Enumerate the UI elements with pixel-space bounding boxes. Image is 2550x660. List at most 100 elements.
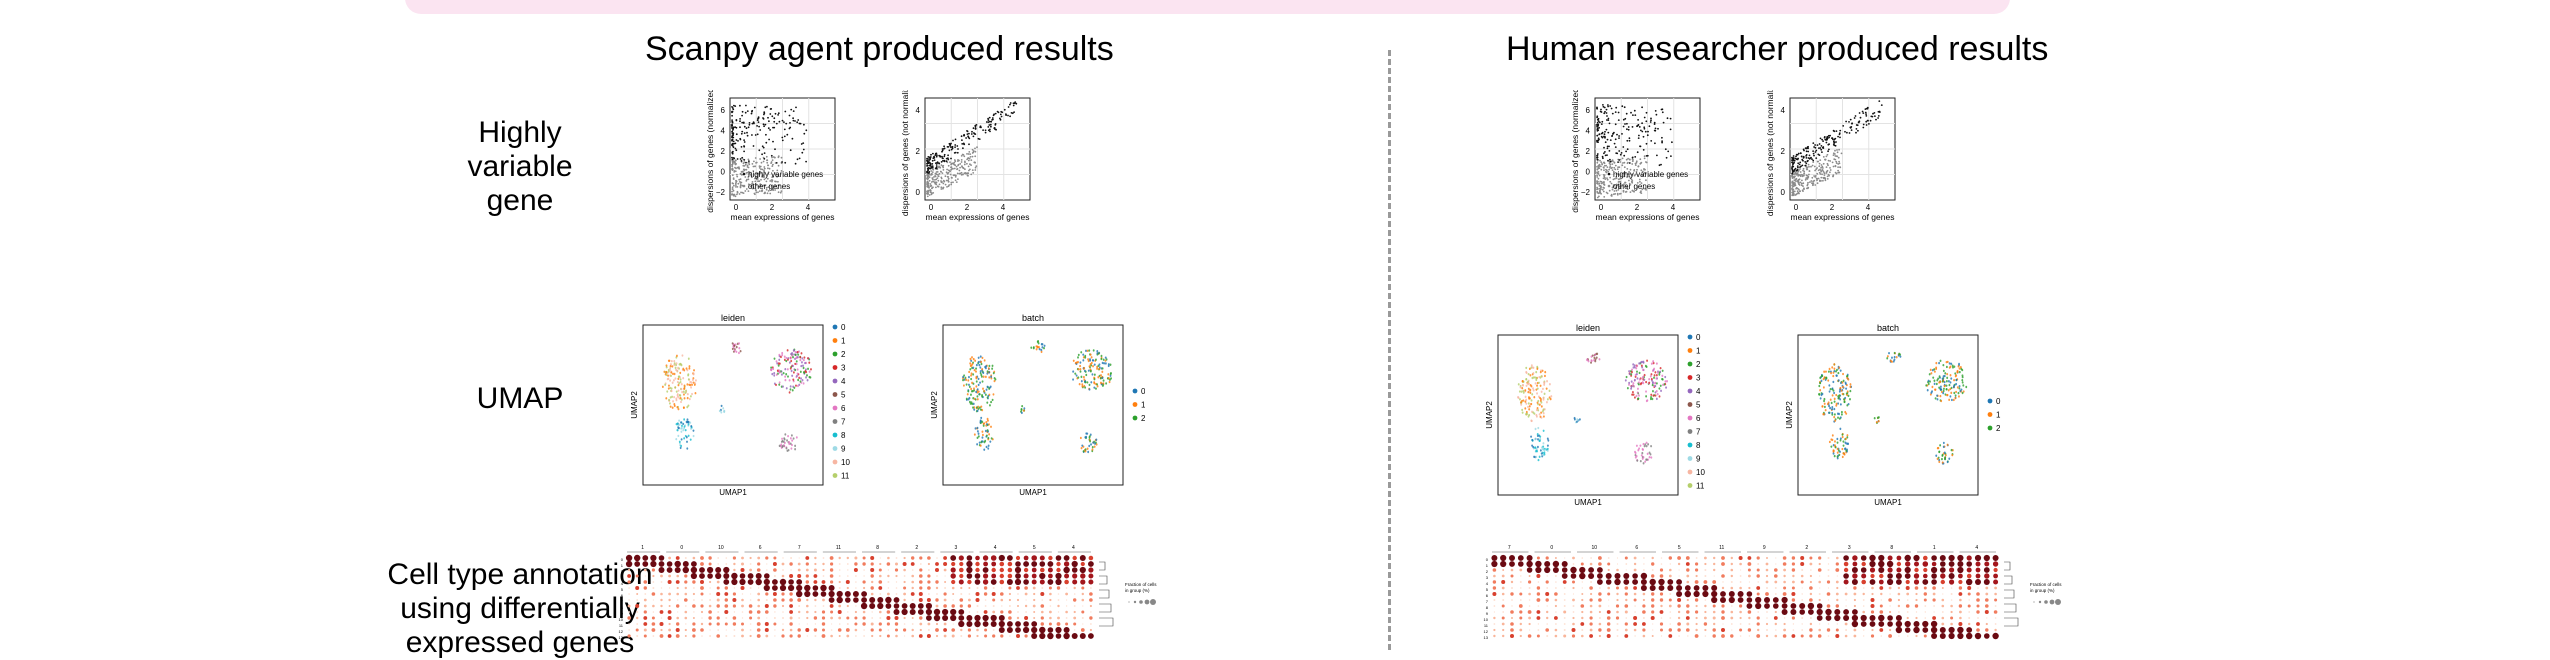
umap-point (1633, 393, 1635, 395)
umap-point (1085, 374, 1087, 376)
other-gene-point (740, 182, 742, 184)
expression-dot (1687, 581, 1690, 584)
expression-dot (725, 563, 727, 565)
other-gene-point (967, 175, 969, 177)
expression-dot (912, 617, 914, 619)
umap-point (1935, 455, 1937, 457)
hvg-point (937, 161, 939, 163)
expression-dot (903, 587, 906, 590)
expression-dot (871, 586, 874, 589)
expression-dot (637, 581, 638, 582)
umap-point (1650, 375, 1652, 377)
expression-dot (847, 569, 848, 570)
expression-dot (1032, 568, 1037, 573)
other-gene-point (731, 191, 733, 193)
other-gene-point (945, 184, 947, 186)
umap-point (976, 443, 978, 445)
expression-dot (1519, 593, 1522, 596)
expression-dot (718, 563, 719, 564)
expression-dot (1616, 587, 1619, 590)
expression-dot (1818, 568, 1822, 572)
umap-point (1539, 413, 1541, 415)
expression-dot (1836, 581, 1839, 584)
expression-dot (1888, 567, 1893, 572)
group-label: 0 (680, 545, 683, 551)
umap-point (1834, 398, 1836, 400)
expression-dot (1783, 562, 1787, 566)
hvg-point (745, 105, 747, 107)
other-gene-point (1811, 177, 1813, 179)
expression-dot (1582, 581, 1583, 582)
expression-dot (1007, 555, 1013, 561)
hvg-point (763, 125, 765, 127)
hvg-point (1839, 134, 1841, 136)
expression-dot (1976, 568, 1981, 573)
umap-point (1534, 438, 1536, 440)
expression-dot (1509, 555, 1515, 561)
umap-point (1651, 398, 1653, 400)
expression-dot (1066, 617, 1068, 619)
other-gene-point (962, 167, 964, 169)
expression-dot (660, 610, 664, 614)
expression-dot (756, 579, 762, 585)
umap-point (1955, 397, 1957, 399)
other-gene-point (943, 181, 945, 183)
umap-point (1087, 451, 1089, 453)
expression-dot (1696, 557, 1698, 559)
umap-point (1655, 377, 1657, 379)
expression-dot (684, 574, 687, 577)
umap-point (1643, 462, 1645, 464)
umap-point (681, 391, 683, 393)
other-gene-point (968, 153, 970, 155)
other-gene-point (1833, 154, 1835, 156)
other-gene-point (1803, 188, 1805, 190)
y-tick-label: 4 (1781, 106, 1786, 115)
umap-point (1886, 357, 1888, 359)
expression-dot (975, 579, 981, 585)
expression-dot (1694, 585, 1700, 591)
umap-point (680, 388, 682, 390)
expression-dot (773, 557, 776, 560)
expression-dot (642, 561, 648, 567)
umap-point (1103, 359, 1105, 361)
expression-dot (1993, 555, 1999, 561)
umap-point (1089, 388, 1091, 390)
umap-point (1544, 371, 1546, 373)
expression-dot (693, 611, 694, 612)
other-gene-point (930, 170, 932, 172)
umap-point (1579, 418, 1581, 420)
umap-point (671, 390, 673, 392)
expression-dot (936, 605, 939, 608)
other-gene-point (955, 179, 957, 181)
expression-dot (1572, 599, 1575, 602)
umap-point (987, 386, 989, 388)
umap-point (1651, 378, 1653, 380)
other-gene-point (939, 167, 941, 169)
umap-point (1949, 362, 1951, 364)
expression-dot (871, 562, 874, 565)
hvg-point (1854, 117, 1856, 119)
hvg-point (1804, 161, 1806, 163)
expression-dot (626, 555, 632, 561)
other-gene-point (1603, 169, 1605, 171)
other-gene-point (1808, 174, 1810, 176)
expression-dot (661, 587, 662, 588)
other-gene-point (927, 196, 929, 198)
umap-point (1546, 387, 1548, 389)
hvg-point (731, 131, 733, 133)
expression-dot (1597, 573, 1603, 579)
umap-point (1825, 377, 1827, 379)
umap-point (1819, 382, 1821, 384)
umap-point (1837, 417, 1839, 419)
expression-dot (652, 628, 656, 632)
legend-marker (743, 173, 746, 176)
umap-point (673, 396, 675, 398)
umap-point (989, 440, 991, 442)
umap-point (1632, 391, 1634, 393)
umap-point (1957, 371, 1959, 373)
hvg-point (744, 141, 746, 143)
umap-point (1955, 383, 1957, 385)
expression-dot (822, 563, 824, 565)
expression-dot (1870, 579, 1876, 585)
umap-point (980, 355, 982, 357)
